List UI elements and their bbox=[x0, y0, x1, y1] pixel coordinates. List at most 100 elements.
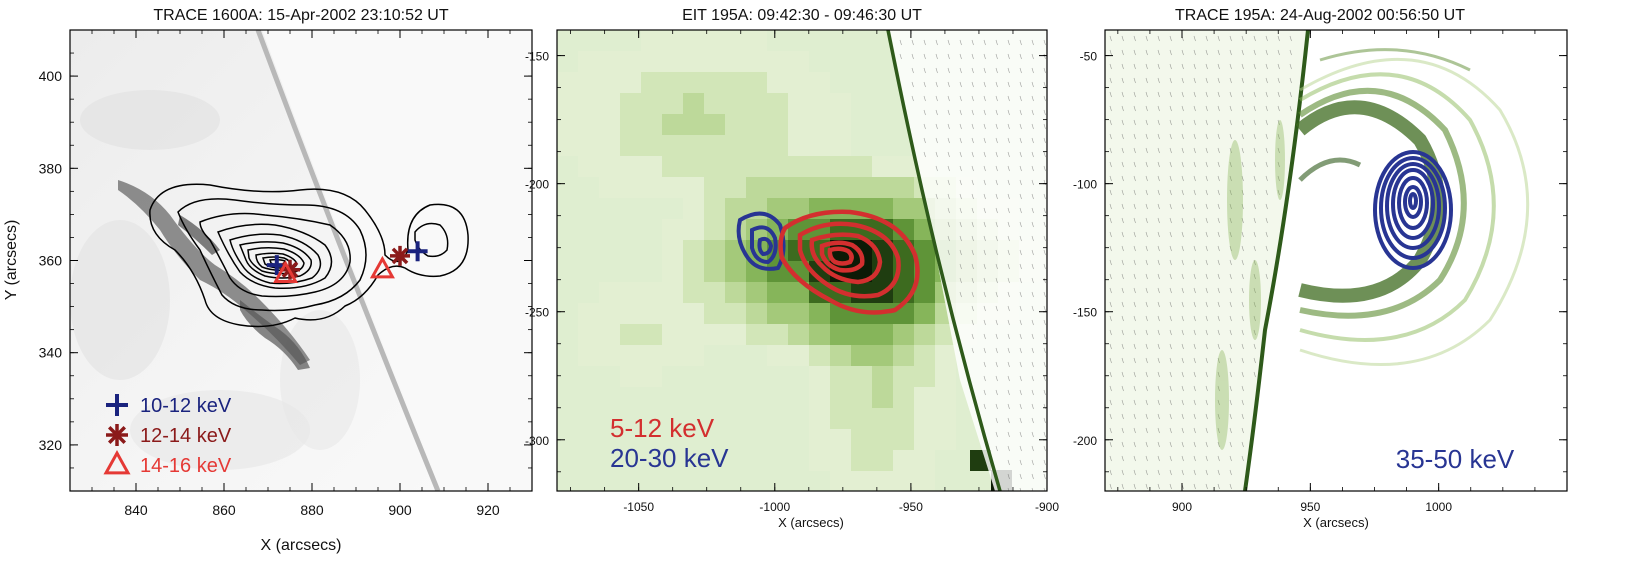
hatch-dash bbox=[1109, 385, 1112, 392]
hatch-dash bbox=[947, 39, 950, 46]
eit-pixel bbox=[746, 177, 767, 198]
eit-pixel bbox=[830, 135, 851, 156]
hatch-dash bbox=[1217, 413, 1220, 420]
hatch-dash bbox=[1109, 427, 1112, 434]
eit-pixel bbox=[767, 156, 788, 177]
hatch-dash bbox=[1241, 147, 1244, 154]
hatch-dash bbox=[1145, 245, 1148, 252]
panel2-title: EIT 195A: 09:42:30 - 09:46:30 UT bbox=[682, 7, 922, 24]
hatch-dash bbox=[1109, 287, 1112, 294]
hatch-dash bbox=[1019, 39, 1022, 46]
hatch-dash bbox=[1121, 273, 1124, 280]
eit-pixel bbox=[914, 387, 935, 408]
hatch-dash bbox=[1289, 77, 1292, 84]
hatch-dash bbox=[1169, 217, 1172, 224]
eit-pixel bbox=[851, 345, 872, 366]
hatch-dash bbox=[1181, 245, 1184, 252]
eit-pixel bbox=[746, 135, 767, 156]
hatch-dash bbox=[1169, 175, 1172, 182]
hatch-dash bbox=[1043, 249, 1046, 256]
hatch-dash bbox=[1157, 287, 1160, 294]
eit-pixel bbox=[746, 72, 767, 93]
eit-pixel bbox=[809, 387, 830, 408]
hatch-dash bbox=[1217, 133, 1220, 140]
panel1-markers bbox=[266, 241, 428, 284]
hatch-dash bbox=[1031, 151, 1034, 158]
hatch-dash bbox=[1169, 455, 1172, 462]
eit-pixel bbox=[578, 156, 599, 177]
hatch-dash bbox=[983, 389, 986, 396]
hatch-dash bbox=[1253, 35, 1256, 42]
hatch-dash bbox=[1109, 343, 1112, 350]
hatch-dash bbox=[1133, 483, 1136, 490]
hatch-dash bbox=[1007, 459, 1010, 466]
hatch-dash bbox=[1181, 49, 1184, 56]
legend-entry: 35-50 keV bbox=[1396, 444, 1515, 474]
eit-pixel bbox=[725, 156, 746, 177]
hatch-dash bbox=[1109, 273, 1112, 280]
hatch-dash bbox=[1253, 119, 1256, 126]
hatch-dash bbox=[1157, 399, 1160, 406]
hatch-dash bbox=[1169, 147, 1172, 154]
hatch-dash bbox=[947, 53, 950, 60]
hatch-dash bbox=[1253, 77, 1256, 84]
hatch-dash bbox=[1205, 133, 1208, 140]
hatch-dash bbox=[1157, 329, 1160, 336]
hatch-dash bbox=[1169, 399, 1172, 406]
hatch-dash bbox=[1109, 231, 1112, 238]
hatch-dash bbox=[1265, 217, 1268, 224]
hatch-dash bbox=[1133, 441, 1136, 448]
hatch-dash bbox=[959, 39, 962, 46]
hatch-dash bbox=[1253, 217, 1256, 224]
hatch-dash bbox=[1217, 203, 1220, 210]
eit-pixel bbox=[830, 198, 851, 219]
hatch-dash bbox=[899, 39, 902, 46]
hatch-dash bbox=[1253, 329, 1256, 336]
eit-pixel bbox=[788, 345, 809, 366]
hatch-dash bbox=[1241, 49, 1244, 56]
hatch-dash bbox=[1181, 259, 1184, 266]
eit-pixel bbox=[662, 345, 683, 366]
hatch-dash bbox=[1109, 441, 1112, 448]
hatch-dash bbox=[1043, 109, 1046, 116]
hatch-dash bbox=[995, 81, 998, 88]
hatch-dash bbox=[935, 165, 938, 172]
hatch-dash bbox=[1229, 469, 1232, 476]
eit-pixel bbox=[872, 366, 893, 387]
hatch-dash bbox=[983, 81, 986, 88]
eit-pixel bbox=[599, 324, 620, 345]
eit-pixel bbox=[557, 72, 578, 93]
hatch-dash bbox=[1229, 189, 1232, 196]
hatch-dash bbox=[1169, 49, 1172, 56]
hatch-dash bbox=[1121, 161, 1124, 168]
hatch-dash bbox=[1229, 399, 1232, 406]
hatch-dash bbox=[1157, 217, 1160, 224]
hatch-dash bbox=[1121, 385, 1124, 392]
eit-pixel bbox=[620, 282, 641, 303]
hatch-dash bbox=[1193, 49, 1196, 56]
hatch-dash bbox=[971, 109, 974, 116]
legend-entry: 20-30 keV bbox=[610, 443, 729, 473]
eit-pixel bbox=[830, 429, 851, 450]
hatch-dash bbox=[1193, 427, 1196, 434]
hatch-dash bbox=[1043, 151, 1046, 158]
eit-pixel bbox=[599, 93, 620, 114]
hatch-dash bbox=[1169, 357, 1172, 364]
hatch-dash bbox=[971, 235, 974, 242]
hatch-dash bbox=[1169, 273, 1172, 280]
y-tick-label: 380 bbox=[39, 160, 63, 176]
hatch-dash bbox=[1241, 77, 1244, 84]
hatch-dash bbox=[1043, 221, 1046, 228]
eit-pixel bbox=[788, 261, 809, 282]
hatch-dash bbox=[1043, 459, 1046, 466]
hatch-dash bbox=[1031, 445, 1034, 452]
hatch-dash bbox=[1145, 413, 1148, 420]
eit-pixel bbox=[893, 177, 914, 198]
hatch-dash bbox=[1031, 375, 1034, 382]
hatch-dash bbox=[1019, 123, 1022, 130]
hatch-dash bbox=[1241, 35, 1244, 42]
eit-pixel bbox=[872, 471, 893, 491]
hatch-dash bbox=[1133, 105, 1136, 112]
hatch-dash bbox=[1253, 91, 1256, 98]
hatch-dash bbox=[1169, 161, 1172, 168]
